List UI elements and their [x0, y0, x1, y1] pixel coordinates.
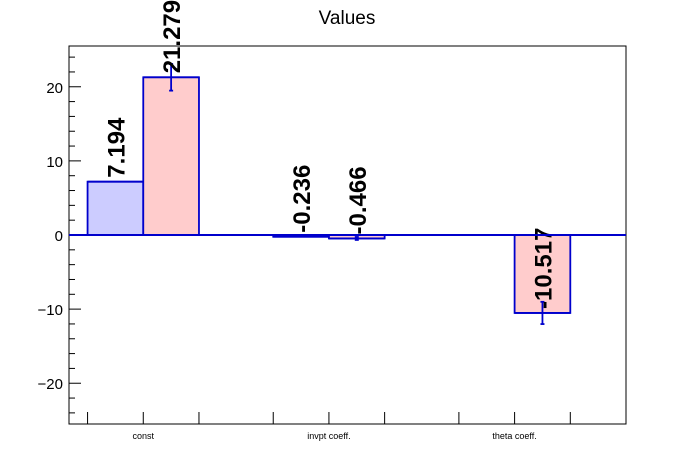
data-label: -0.236	[289, 165, 316, 233]
chart-title: Values	[319, 8, 376, 29]
data-label: 21.279	[159, 0, 186, 73]
data-label: 7.194	[103, 117, 130, 178]
y-tick-label: 0	[55, 228, 63, 245]
data-label: -10.517	[530, 228, 557, 309]
y-tick-label: 10	[46, 154, 63, 171]
x-tick-label: invpt coeff.	[307, 431, 350, 441]
x-tick-label: theta coeff.	[492, 431, 536, 441]
y-tick-label: 20	[46, 80, 63, 97]
data-label: -0.466	[345, 166, 372, 234]
bar	[142, 76, 200, 236]
chart-marks: −20 −10 0 10 20 const invpt coeff. theta coeff.…	[38, 0, 626, 441]
x-tick-label: const	[133, 431, 155, 441]
y-tick-label: −20	[38, 376, 63, 393]
bar	[86, 180, 145, 236]
y-tick-label: −10	[38, 302, 63, 319]
bar	[513, 234, 572, 314]
